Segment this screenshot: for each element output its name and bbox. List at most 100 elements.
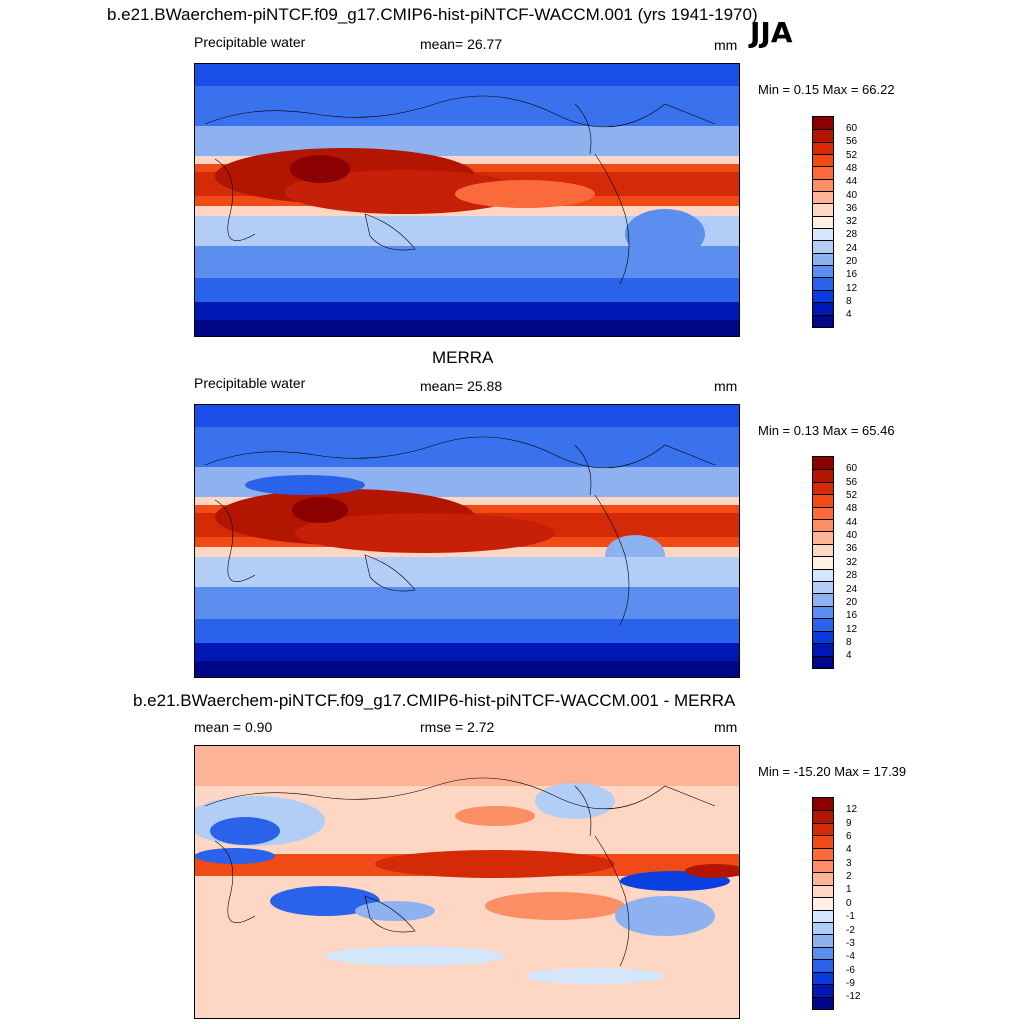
- panel2-cbar-label: 52: [846, 490, 858, 501]
- colorbar-swatch: [813, 798, 833, 811]
- panel1-cbar-label: 16: [846, 269, 858, 280]
- colorbar-swatch: [813, 314, 833, 327]
- colorbar-swatch: [813, 996, 833, 1009]
- panel1-cbar-label: 4: [846, 309, 852, 320]
- colorbar-swatch: [813, 655, 833, 668]
- panel3-mean-label: mean = 0.90: [194, 719, 273, 735]
- panel3-cbar-label: -9: [846, 978, 855, 989]
- panel3-minmax: Min = -15.20 Max = 17.39: [758, 764, 907, 779]
- panel2-title: MERRA: [432, 348, 494, 367]
- colorbar-swatch: [813, 847, 833, 861]
- colorbar-swatch: [813, 581, 833, 594]
- panel2-cbar-label: 16: [846, 610, 858, 621]
- panel3-cbar-label: 2: [846, 871, 852, 882]
- colorbar-swatch: [813, 543, 833, 557]
- colorbar-swatch: [813, 519, 833, 532]
- panel3-cbar-label: 12: [846, 804, 858, 815]
- colorbar-swatch: [813, 117, 833, 130]
- colorbar-swatch: [813, 822, 833, 836]
- panel2-minmax: Min = 0.13 Max = 65.46: [758, 423, 895, 438]
- panel1-cbar-label: 56: [846, 136, 858, 147]
- panel1-minmax: Min = 0.15 Max = 66.22: [758, 82, 895, 97]
- colorbar-swatch: [813, 946, 833, 960]
- colorbar-swatch: [813, 630, 833, 644]
- colorbar-swatch: [813, 593, 833, 606]
- colorbar-swatch: [813, 643, 833, 656]
- colorbar-swatch: [813, 129, 833, 142]
- colorbar-swatch: [813, 860, 833, 873]
- colorbar-swatch: [813, 302, 833, 315]
- colorbar-swatch: [813, 215, 833, 229]
- colorbar-swatch: [813, 618, 833, 631]
- panel1-map: [194, 63, 740, 337]
- colorbar-swatch: [813, 934, 833, 947]
- colorbar-swatch: [813, 971, 833, 985]
- panel2-cbar-label: 60: [846, 463, 858, 474]
- panel3-cbar-label: -1: [846, 911, 855, 922]
- panel2-colorbar: [812, 456, 834, 669]
- panel2-cbar-label: 32: [846, 557, 858, 568]
- panel1-variable-label: Precipitable water: [194, 34, 306, 50]
- panel1-cbar-label: 20: [846, 256, 858, 267]
- colorbar-swatch: [813, 166, 833, 179]
- panel1-cbar-label: 44: [846, 176, 858, 187]
- panel2-cbar-label: 4: [846, 650, 852, 661]
- panel2-cbar-label: 36: [846, 543, 858, 554]
- panel2-cbar-label: 12: [846, 624, 858, 635]
- colorbar-swatch: [813, 289, 833, 303]
- panel2-cbar-label: 56: [846, 477, 858, 488]
- panel1-cbar-label: 12: [846, 283, 858, 294]
- colorbar-swatch: [813, 897, 833, 910]
- panel3-cbar-label: -3: [846, 938, 855, 949]
- panel3-map: [194, 745, 740, 1019]
- colorbar-swatch: [813, 228, 833, 241]
- colorbar-swatch: [813, 835, 833, 848]
- panel1-cbar-label: 36: [846, 203, 858, 214]
- panel3-cbar-label: 4: [846, 844, 852, 855]
- colorbar-swatch: [813, 191, 833, 204]
- panel2-mean-label: mean= 25.88: [420, 378, 503, 394]
- colorbar-swatch: [813, 984, 833, 997]
- panel1-units-label: mm: [714, 37, 738, 53]
- panel2-cbar-label: 44: [846, 517, 858, 528]
- panel3-units-label: mm: [714, 719, 738, 735]
- panel1-mean-label: mean= 26.77: [420, 36, 503, 52]
- colorbar-swatch: [813, 277, 833, 290]
- colorbar-swatch: [813, 872, 833, 885]
- colorbar-swatch: [813, 481, 833, 495]
- panel1-colorbar: [812, 116, 834, 328]
- panel3-cbar-label: 3: [846, 858, 852, 869]
- panel3-cbar-label: 6: [846, 831, 852, 842]
- panel3-cbar-label: 0: [846, 898, 852, 909]
- colorbar-swatch: [813, 556, 833, 569]
- panel1-cbar-label: 28: [846, 229, 858, 240]
- panel2-map: [194, 404, 740, 678]
- panel1-cbar-label: 24: [846, 243, 858, 254]
- panel3-cbar-label: -12: [846, 991, 861, 1002]
- panel3-colorbar: [812, 797, 834, 1010]
- panel2-cbar-label: 48: [846, 503, 858, 514]
- colorbar-swatch: [813, 922, 833, 935]
- colorbar-swatch: [813, 154, 833, 167]
- panel1-cbar-label: 32: [846, 216, 858, 227]
- panel3-cbar-label: -2: [846, 925, 855, 936]
- colorbar-swatch: [813, 884, 833, 898]
- panel1-cbar-label: 60: [846, 123, 858, 134]
- colorbar-swatch: [813, 568, 833, 582]
- panel3-rmse-label: rmse = 2.72: [420, 719, 495, 735]
- panel1-cbar-label: 52: [846, 150, 858, 161]
- colorbar-swatch: [813, 531, 833, 544]
- main-title: b.e21.BWaerchem-piNTCF.f09_g17.CMIP6-his…: [107, 5, 758, 24]
- colorbar-swatch: [813, 909, 833, 923]
- season-label: JJA: [750, 16, 793, 49]
- panel2-cbar-label: 20: [846, 597, 858, 608]
- panel2-cbar-label: 40: [846, 530, 858, 541]
- panel2-units-label: mm: [714, 378, 738, 394]
- panel3-cbar-label: -4: [846, 951, 855, 962]
- colorbar-swatch: [813, 265, 833, 278]
- colorbar-swatch: [813, 506, 833, 520]
- colorbar-swatch: [813, 240, 833, 253]
- colorbar-swatch: [813, 469, 833, 482]
- colorbar-swatch: [813, 959, 833, 972]
- panel1-cbar-label: 8: [846, 296, 852, 307]
